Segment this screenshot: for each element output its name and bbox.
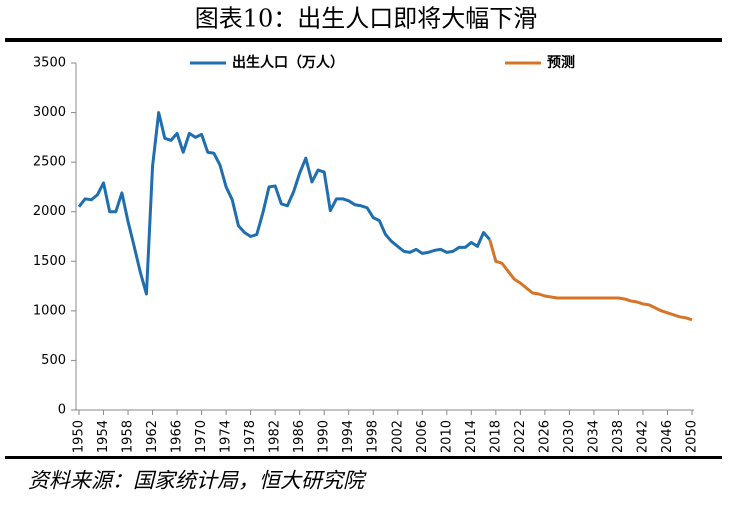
y-tick-label: 2000 [33,204,66,219]
x-tick-label: 1998 [366,420,381,453]
footer-rule [5,456,722,459]
x-tick-label: 2018 [488,420,503,453]
x-tick-label: 2006 [415,420,430,453]
title-rule [5,38,722,42]
x-tick-label: 1962 [145,420,160,453]
x-tick-label: 2034 [586,420,601,453]
x-tick-label: 1954 [96,420,111,453]
y-tick-label: 3000 [33,105,66,120]
x-tick-label: 1990 [317,420,332,453]
x-tick-label: 2022 [513,420,528,453]
series-line [77,111,491,296]
legend-label: 预测 [547,54,575,71]
legend-label: 出生人口（万人） [232,54,344,71]
series-line [488,239,693,322]
x-tick-label: 2042 [635,420,650,453]
x-tick-label: 2030 [562,420,577,453]
x-tick-label: 1966 [170,420,185,453]
y-tick-label: 500 [41,353,66,368]
y-tick-label: 0 [58,403,66,418]
x-tick-label: 2046 [660,420,675,453]
x-tick-label: 1970 [194,420,209,453]
y-tick-label: 3500 [33,56,66,71]
y-tick-label: 1500 [33,254,66,269]
x-tick-label: 1958 [121,420,136,453]
chart-title: 图表10：出生人口即将大幅下滑 [195,5,538,33]
y-tick-label: 2500 [33,155,66,170]
x-tick-label: 1974 [219,420,234,453]
x-tick-label: 2014 [464,420,479,453]
x-tick-label: 2038 [611,420,626,453]
x-tick-label: 1994 [341,420,356,453]
x-tick-label: 1986 [292,420,307,453]
x-tick-label: 1978 [243,420,258,453]
x-tick-label: 2026 [537,420,552,453]
x-tick-label: 2002 [390,420,405,453]
x-tick-label: 1950 [72,420,87,453]
x-tick-label: 2050 [685,420,700,453]
x-tick-label: 2010 [439,420,454,453]
y-tick-label: 1000 [33,303,66,318]
source-note: 资料来源：国家统计局，恒大研究院 [28,469,367,493]
x-tick-label: 1982 [268,420,283,453]
